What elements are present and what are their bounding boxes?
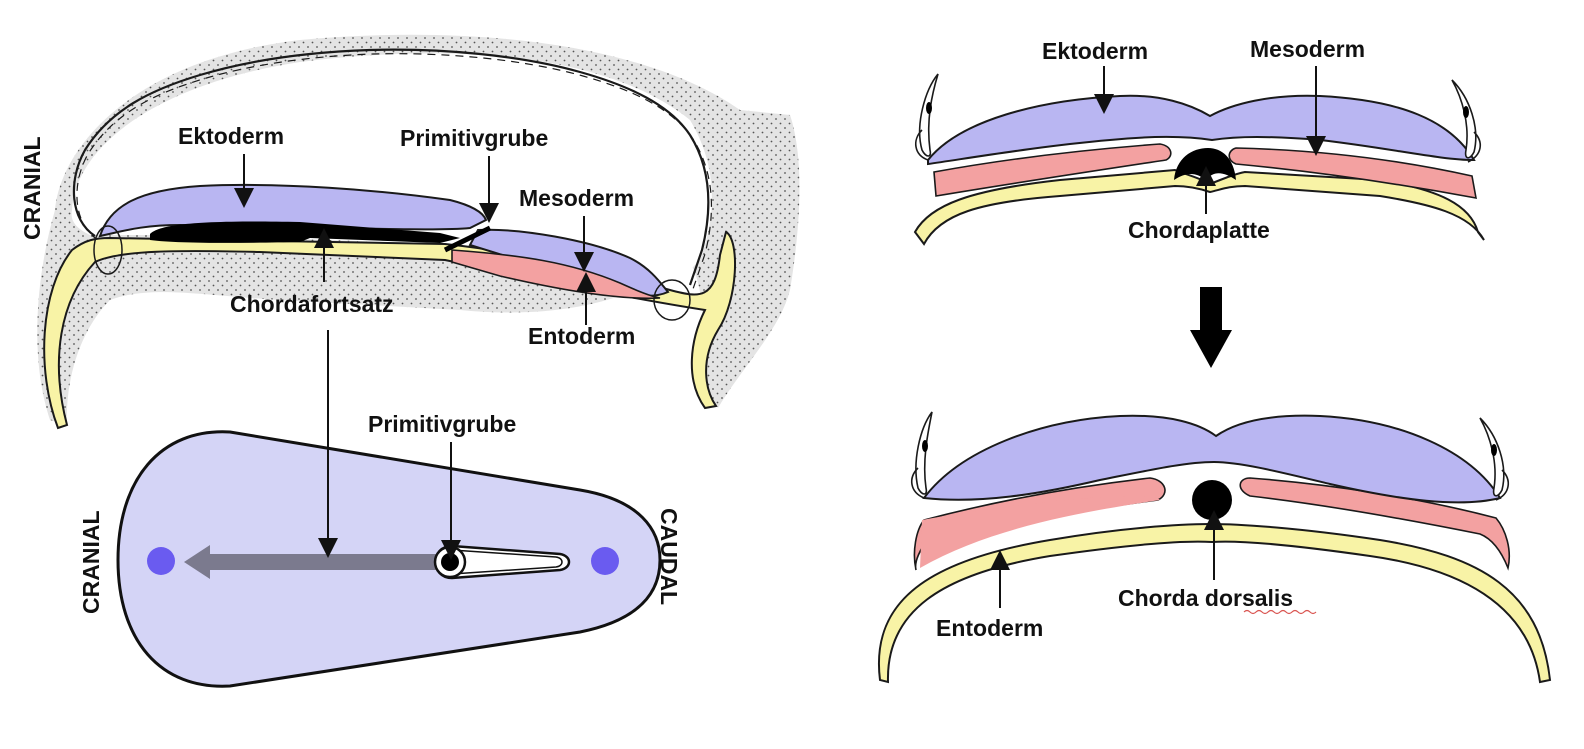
cross-bottom-amnion-cell-left [911,411,933,499]
cross-section-chordaplatte: Ektoderm Mesoderm Chordaplatte [913,36,1485,246]
spellcheck-underline [1243,609,1317,615]
sagittal-section: CRANIAL Ektoderm Primitivgrube Mesoderm … [19,34,800,430]
chordaplatte-shape [1174,148,1236,180]
cross-bottom-amnion-cell-right [1479,417,1509,501]
sagittal-mesoderm-label: Mesoderm [519,185,634,211]
cross-top-chordaplatte-label: Chordaplatte [1128,217,1270,243]
cross-section-chorda-dorsalis: Entoderm Chorda dorsalis [877,411,1552,684]
oropharyngeal-membrane-dot [147,547,175,575]
mesoderm-layer [451,249,661,300]
cross-bottom-entoderm-label: Entoderm [936,615,1043,641]
cross-top-ectoderm [927,94,1476,166]
sagittal-chordafortsatz-label: Chordafortsatz [230,291,394,317]
sagittal-ektoderm-label: Ektoderm [178,123,284,149]
sagittal-cranial-label: CRANIAL [19,137,45,241]
chordafortsatz-arrowhead [184,545,210,579]
disc-cranial-label: CRANIAL [78,511,104,615]
chorda-dorsalis-shape [1192,480,1232,520]
junction-marker-cranial [93,225,123,275]
arrow-down-icon [1190,287,1232,368]
chordafortsatz-bar [200,554,450,570]
sagittal-entoderm-label: Entoderm [528,323,635,349]
cross-top-amnion-cell-left [915,73,939,161]
cross-top-mesoderm-right [1228,147,1477,199]
primitivgrube-dot [441,553,459,571]
cross-top-ektoderm-label: Ektoderm [1042,38,1148,64]
cross-top-amnion-cell-right [1451,79,1481,163]
embryonic-disc-view: Primitivgrube CRANIAL CAUDAL [78,330,682,688]
cross-bottom-endoderm [877,522,1552,684]
junction-marker-caudal [653,279,691,321]
disc-caudal-label: CAUDAL [656,508,682,605]
sagittal-primitivgrube-label: Primitivgrube [400,125,548,151]
primitivgrube-notch [443,225,492,253]
cloacal-membrane-dot [591,547,619,575]
disc-primitivgrube-label: Primitivgrube [368,411,516,437]
cross-top-mesoderm-label: Mesoderm [1250,36,1365,62]
cross-top-mesoderm-left [933,143,1172,197]
chordafortsatz-shape [150,221,460,243]
cross-bottom-chorda-dorsalis-label: Chorda dorsalis [1118,585,1293,611]
